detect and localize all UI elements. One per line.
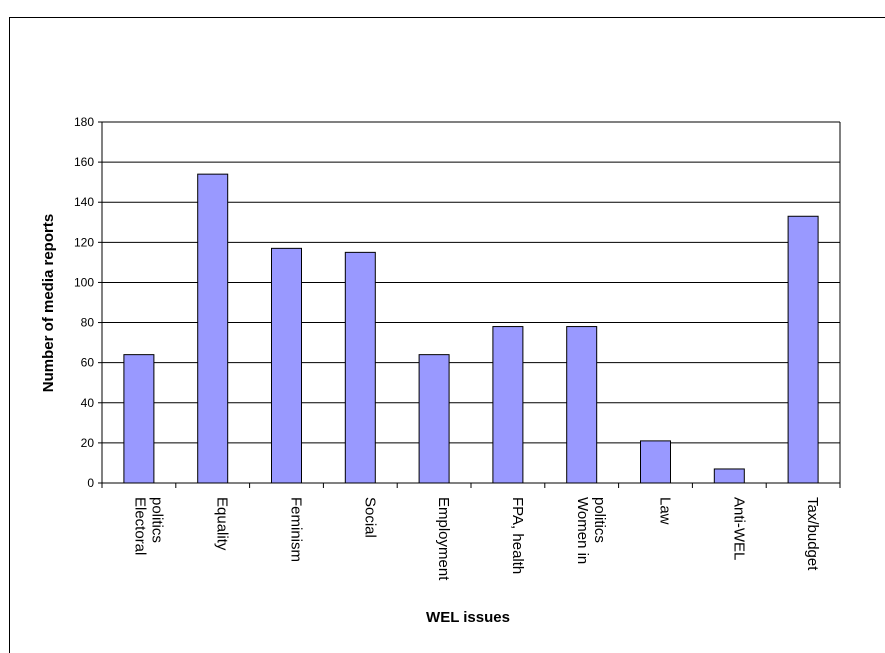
bars — [123, 173, 819, 484]
y-tick-labels: 0 20 40 60 80 100 120 140 160 180 — [74, 115, 94, 490]
x-category-label: Feminism — [288, 497, 305, 562]
x-category-label: Equality — [214, 497, 231, 551]
bar — [640, 440, 671, 484]
x-category-label: Anti-WEL — [730, 497, 747, 560]
y-tick-label: 120 — [74, 235, 94, 249]
x-category-label: Women in — [574, 497, 591, 564]
x-category-label: FPA, health — [509, 497, 526, 574]
x-category-label: Tax/budget — [804, 497, 821, 571]
bar — [566, 326, 598, 484]
x-category-label: Social — [361, 497, 378, 538]
y-tick-label: 0 — [87, 476, 94, 490]
x-category-label: politics — [148, 497, 165, 543]
y-tick-label: 100 — [74, 275, 94, 289]
y-tick-label: 20 — [81, 436, 95, 450]
x-category-label: Electoral — [131, 497, 148, 555]
bar — [713, 468, 745, 484]
bar — [123, 354, 155, 484]
bar — [344, 251, 376, 484]
bar — [197, 173, 229, 484]
gridlines — [102, 121, 841, 483]
y-tick-label: 80 — [81, 316, 95, 330]
bar — [418, 354, 450, 484]
x-category-label: Employment — [435, 497, 452, 581]
chart-frame — [9, 17, 885, 653]
bar — [492, 326, 524, 484]
x-category-label: Law — [657, 497, 674, 525]
axes — [98, 121, 841, 488]
y-axis-title: Number of media reports — [40, 214, 57, 392]
y-tick-label: 160 — [74, 155, 94, 169]
y-tick-label: 40 — [81, 396, 95, 410]
y-tick-label: 180 — [74, 115, 94, 129]
y-tick-label: 60 — [81, 356, 95, 370]
x-category-label: politics — [591, 497, 608, 543]
x-axis-title: WEL issues — [426, 609, 510, 626]
bar — [787, 215, 819, 484]
y-tick-label: 140 — [74, 195, 94, 209]
bar — [271, 247, 302, 484]
x-category-labels: Electoral politics Equality Feminism Social E… — [131, 497, 821, 581]
